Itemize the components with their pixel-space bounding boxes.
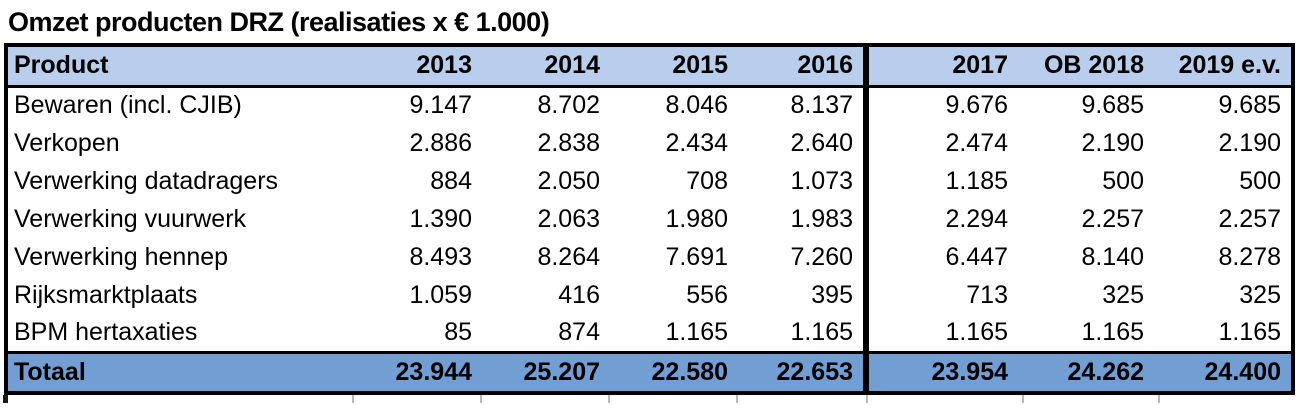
value-cell: 8.137 <box>790 91 853 120</box>
value-cell: 2.474 <box>863 124 1018 162</box>
value-cell: 9.685 <box>1218 91 1281 120</box>
table-title: Omzet producten DRZ (realisaties x € 1.0… <box>8 7 550 37</box>
column-header-2016: 2016 <box>738 45 866 88</box>
value-cell: 1.983 <box>790 204 853 233</box>
value-cell: 2.190 <box>1081 128 1144 157</box>
column-header-2013: 2013 <box>354 45 482 88</box>
value-cell: 8.264 <box>537 242 600 271</box>
value-cell: 1.073 <box>790 166 853 195</box>
total-value-cell: 23.944 <box>354 350 482 393</box>
table-row-verwerking-hennep: Verwerking hennep 8.493 8.264 7.691 7.26… <box>6 238 1293 276</box>
value-cell: 1.165 <box>1081 317 1144 346</box>
value-cell: 9.147 <box>409 91 472 120</box>
value-cell: 1.390 <box>409 204 472 233</box>
table-row-verwerking-datadragers: Verwerking datadragers 884 2.050 708 1.0… <box>6 162 1293 200</box>
value-cell: 1.059 <box>409 280 472 309</box>
total-label-cell: Totaal <box>6 350 354 393</box>
total-value-cell: 22.580 <box>610 350 738 393</box>
product-cell: Bewaren (incl. CJIB) <box>14 91 242 120</box>
product-cell: BPM hertaxaties <box>14 317 198 346</box>
value-cell: 9.685 <box>1081 91 1144 120</box>
value-cell: 1.165 <box>665 317 728 346</box>
value-cell: 325 <box>1102 280 1144 309</box>
gridline-stub <box>1022 395 1024 403</box>
gridline-stub <box>866 395 868 403</box>
value-cell: 7.260 <box>790 242 853 271</box>
gridline-stub <box>3 395 8 403</box>
gridline-stub <box>480 395 482 403</box>
product-cell: Verwerking hennep <box>14 242 229 271</box>
gridline-stub <box>608 395 610 403</box>
value-cell: 2.640 <box>790 128 853 157</box>
column-header-2014: 2014 <box>482 45 610 88</box>
value-cell: 8.140 <box>1081 242 1144 271</box>
value-cell: 395 <box>811 280 853 309</box>
total-value-cell: 24.400 <box>1154 350 1293 393</box>
value-cell: 2.838 <box>537 128 600 157</box>
total-row: Totaal 23.944 25.207 22.580 22.653 23.95… <box>6 350 1293 393</box>
value-cell: 500 <box>1239 166 1281 195</box>
product-cell: Verwerking vuurwerk <box>14 204 247 233</box>
value-cell: 1.165 <box>863 314 1018 352</box>
table-row-rijksmarktplaats: Rijksmarktplaats 1.059 416 556 395 713 3… <box>6 276 1293 314</box>
gridline-stub <box>1158 395 1160 403</box>
value-cell: 708 <box>686 166 728 195</box>
value-cell: 2.294 <box>863 200 1018 238</box>
value-cell: 884 <box>430 166 472 195</box>
value-cell: 1.165 <box>790 317 853 346</box>
table-row-verkopen: Verkopen 2.886 2.838 2.434 2.640 2.474 2… <box>6 124 1293 162</box>
column-header-ob-2018: OB 2018 <box>1018 45 1154 88</box>
column-header-product: Product <box>6 45 354 88</box>
value-cell: 556 <box>686 280 728 309</box>
value-cell: 7.691 <box>665 242 728 271</box>
product-cell: Verwerking datadragers <box>14 166 279 195</box>
gridline-stub <box>736 395 738 403</box>
value-cell: 874 <box>558 317 600 346</box>
value-cell: 8.278 <box>1218 242 1281 271</box>
total-value-cell: 23.954 <box>863 350 1018 393</box>
total-value-cell: 24.262 <box>1018 350 1154 393</box>
bottom-gridline-strip <box>0 395 1299 404</box>
value-cell: 416 <box>558 280 600 309</box>
value-cell: 2.063 <box>537 204 600 233</box>
value-cell: 2.257 <box>1218 204 1281 233</box>
value-cell: 9.676 <box>863 86 1018 124</box>
value-cell: 1.185 <box>863 162 1018 200</box>
value-cell: 2.050 <box>537 166 600 195</box>
table-row-verwerking-vuurwerk: Verwerking vuurwerk 1.390 2.063 1.980 1.… <box>6 200 1293 238</box>
omzet-producten-table: Product 2013 2014 2015 2016 2017 OB 2018… <box>4 43 1295 395</box>
column-header-2015: 2015 <box>610 45 738 88</box>
value-cell: 8.493 <box>409 242 472 271</box>
value-cell: 85 <box>444 317 472 346</box>
value-cell: 2.886 <box>409 128 472 157</box>
value-cell: 713 <box>863 276 1018 314</box>
value-cell: 6.447 <box>863 238 1018 276</box>
product-cell: Verkopen <box>14 128 120 157</box>
value-cell: 2.190 <box>1218 128 1281 157</box>
total-value-cell: 22.653 <box>738 350 866 393</box>
table-row-bpm-hertaxaties: BPM hertaxaties 85 874 1.165 1.165 1.165… <box>6 314 1293 352</box>
gridline-stub <box>352 395 354 403</box>
value-cell: 500 <box>1102 166 1144 195</box>
value-cell: 8.046 <box>665 91 728 120</box>
value-cell: 325 <box>1239 280 1281 309</box>
value-cell: 8.702 <box>537 91 600 120</box>
value-cell: 2.434 <box>665 128 728 157</box>
header-row: Product 2013 2014 2015 2016 2017 OB 2018… <box>6 45 1293 88</box>
column-header-2019-ev: 2019 e.v. <box>1154 45 1293 88</box>
table-row-bewaren: Bewaren (incl. CJIB) 9.147 8.702 8.046 8… <box>6 86 1293 124</box>
total-value-cell: 25.207 <box>482 350 610 393</box>
value-cell: 1.980 <box>665 204 728 233</box>
value-cell: 1.165 <box>1218 317 1281 346</box>
value-cell: 2.257 <box>1081 204 1144 233</box>
column-header-2017: 2017 <box>863 45 1018 88</box>
product-cell: Rijksmarktplaats <box>14 280 198 309</box>
